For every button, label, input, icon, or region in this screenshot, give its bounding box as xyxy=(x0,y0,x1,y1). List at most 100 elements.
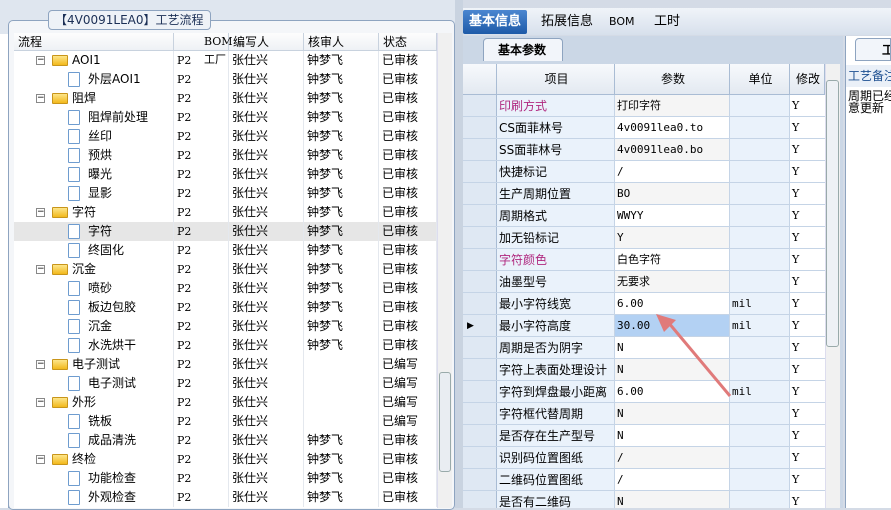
tree-row[interactable]: 阻焊前处理 P2 张仕兴 钟梦飞 已审核 xyxy=(14,108,437,127)
row-selector[interactable] xyxy=(463,403,497,424)
row-selector[interactable]: ▶ xyxy=(463,315,497,336)
tree-scroll-thumb[interactable] xyxy=(439,372,451,472)
grid-row[interactable]: 是否有二维码 N Y xyxy=(463,491,825,508)
tree-row[interactable]: 外层AOI1 P2 张仕兴 钟梦飞 已审核 xyxy=(14,70,437,89)
subtab-basic-params[interactable]: 基本参数 xyxy=(483,38,563,61)
splitter[interactable] xyxy=(455,0,463,508)
param-value[interactable]: N xyxy=(615,403,730,424)
param-value[interactable]: N xyxy=(615,425,730,446)
tab-basic-info[interactable]: 基本信息 xyxy=(463,10,528,34)
param-value[interactable]: WWYY xyxy=(615,205,730,226)
tree-row[interactable]: 板边包胶 P2 张仕兴 钟梦飞 已审核 xyxy=(14,298,437,317)
tab-extended-info[interactable]: 拓展信息 xyxy=(541,14,594,29)
tab-labor-hours[interactable]: 工时 xyxy=(654,14,681,29)
grid-row[interactable]: 二维码位置图纸 / Y xyxy=(463,469,825,491)
param-value[interactable]: Y xyxy=(615,227,730,248)
grid-row[interactable]: 生产周期位置 BO Y xyxy=(463,183,825,205)
row-selector[interactable] xyxy=(463,425,497,446)
tree-row[interactable]: 曝光 P2 张仕兴 钟梦飞 已审核 xyxy=(14,165,437,184)
col-header-writer[interactable]: 编写人 xyxy=(229,33,304,50)
row-selector[interactable] xyxy=(463,359,497,380)
row-selector[interactable] xyxy=(463,249,497,270)
grid-row[interactable]: ▶ 最小字符高度 30.00 mil Y xyxy=(463,315,825,337)
collapse-toggle-icon[interactable]: − xyxy=(36,264,45,274)
tree-row[interactable]: 功能检查 P2 张仕兴 钟梦飞 已审核 xyxy=(14,469,437,488)
tree-row[interactable]: − 终检 P2 张仕兴 钟梦飞 已审核 xyxy=(14,450,437,469)
grid-row[interactable]: 是否存在生产型号 N Y xyxy=(463,425,825,447)
grid-row[interactable]: 字符到焊盘最小距离 6.00 mil Y xyxy=(463,381,825,403)
grid-row[interactable]: 字符上表面处理设计 N Y xyxy=(463,359,825,381)
collapse-toggle-icon[interactable]: − xyxy=(36,207,45,217)
grid-row[interactable]: SS面菲林号 4v0091lea0.bo Y xyxy=(463,139,825,161)
param-value[interactable]: / xyxy=(615,161,730,182)
row-selector[interactable] xyxy=(463,271,497,292)
grid-row[interactable]: 加无铅标记 Y Y xyxy=(463,227,825,249)
tree-row[interactable]: 外观检查 P2 张仕兴 钟梦飞 已审核 xyxy=(14,488,437,507)
grid-row[interactable]: 字符框代替周期 N Y xyxy=(463,403,825,425)
row-selector[interactable] xyxy=(463,117,497,138)
collapse-toggle-icon[interactable]: − xyxy=(36,454,45,464)
param-value[interactable]: 6.00 xyxy=(615,381,730,402)
grid-row[interactable]: 周期是否为阴字 N Y xyxy=(463,337,825,359)
col-header-value[interactable]: 参数 xyxy=(615,64,730,94)
param-value[interactable]: 6.00 xyxy=(615,293,730,314)
grid-scroll-thumb[interactable] xyxy=(826,80,839,347)
tree-row[interactable]: 字符 P2 张仕兴 钟梦飞 已审核 xyxy=(14,222,437,241)
collapse-toggle-icon[interactable]: − xyxy=(36,397,45,407)
param-value[interactable]: N xyxy=(615,491,730,508)
param-value[interactable]: BO xyxy=(615,183,730,204)
col-header-modify[interactable]: 修改 xyxy=(790,64,825,94)
param-value[interactable]: 4v0091lea0.to xyxy=(615,117,730,138)
grid-row[interactable]: 最小字符线宽 6.00 mil Y xyxy=(463,293,825,315)
row-selector[interactable] xyxy=(463,161,497,182)
tree-row[interactable]: 电子测试 P2 张仕兴 已编写 xyxy=(14,374,437,393)
row-selector[interactable] xyxy=(463,447,497,468)
param-value[interactable]: N xyxy=(615,359,730,380)
tree-row[interactable]: 预烘 P2 张仕兴 钟梦飞 已审核 xyxy=(14,146,437,165)
param-value[interactable]: / xyxy=(615,447,730,468)
row-selector[interactable] xyxy=(463,139,497,160)
grid-row[interactable]: 字符颜色 白色字符 Y xyxy=(463,249,825,271)
notes-tab[interactable]: 工 xyxy=(855,38,891,61)
row-selector[interactable] xyxy=(463,491,497,508)
tree-row[interactable]: − 阻焊 P2 张仕兴 钟梦飞 已审核 xyxy=(14,89,437,108)
param-value[interactable]: 无要求 xyxy=(615,271,730,292)
params-grid[interactable]: 项目 参数 单位 修改 印刷方式 打印字符 Y CS面菲林号 4v0091lea… xyxy=(463,64,825,508)
grid-row[interactable]: 油墨型号 无要求 Y xyxy=(463,271,825,293)
grid-row[interactable]: 周期格式 WWYY Y xyxy=(463,205,825,227)
row-selector[interactable] xyxy=(463,337,497,358)
col-header-process[interactable]: 流程 xyxy=(14,33,174,50)
tree-row[interactable]: − 字符 P2 张仕兴 钟梦飞 已审核 xyxy=(14,203,437,222)
param-value[interactable]: 30.00 xyxy=(615,315,730,336)
row-selector[interactable] xyxy=(463,381,497,402)
process-tree-grid[interactable]: 流程 BOM工厂 编写人 核审人 状态 − AOI1 P2 张仕兴 钟梦飞 已审核… xyxy=(14,33,437,508)
grid-row[interactable]: 印刷方式 打印字符 Y xyxy=(463,95,825,117)
col-header-status[interactable]: 状态 xyxy=(379,33,437,50)
tree-row[interactable]: 铣板 P2 张仕兴 已编写 xyxy=(14,412,437,431)
row-header-corner[interactable] xyxy=(463,64,497,94)
col-header-bom-factory[interactable]: BOM工厂 xyxy=(174,33,233,66)
col-header-reviewer[interactable]: 核审人 xyxy=(304,33,379,50)
param-value[interactable]: 4v0091lea0.bo xyxy=(615,139,730,160)
tree-row[interactable]: − 外形 P2 张仕兴 已编写 xyxy=(14,393,437,412)
tree-row[interactable]: − 电子测试 P2 张仕兴 已编写 xyxy=(14,355,437,374)
tree-row[interactable]: 喷砂 P2 张仕兴 钟梦飞 已审核 xyxy=(14,279,437,298)
col-header-unit[interactable]: 单位 xyxy=(730,64,790,94)
param-value[interactable]: N xyxy=(615,337,730,358)
tab-bom[interactable]: BOM xyxy=(609,15,635,28)
param-value[interactable]: 打印字符 xyxy=(615,95,730,116)
tree-row[interactable]: − 沉金 P2 张仕兴 钟梦飞 已审核 xyxy=(14,260,437,279)
row-selector[interactable] xyxy=(463,205,497,226)
tree-row[interactable]: 终固化 P2 张仕兴 钟梦飞 已审核 xyxy=(14,241,437,260)
tree-row[interactable]: 沉金 P2 张仕兴 钟梦飞 已审核 xyxy=(14,317,437,336)
tree-row[interactable]: 显影 P2 张仕兴 钟梦飞 已审核 xyxy=(14,184,437,203)
row-selector[interactable] xyxy=(463,293,497,314)
tree-row[interactable]: 水洗烘干 P2 张仕兴 钟梦飞 已审核 xyxy=(14,336,437,355)
notes-text[interactable]: 周期已经 意更新 xyxy=(848,90,891,114)
col-header-item[interactable]: 项目 xyxy=(497,64,615,94)
row-selector[interactable] xyxy=(463,183,497,204)
tree-row[interactable]: 成品清洗 P2 张仕兴 钟梦飞 已审核 xyxy=(14,431,437,450)
collapse-toggle-icon[interactable]: − xyxy=(36,359,45,369)
row-selector[interactable] xyxy=(463,469,497,490)
grid-row[interactable]: CS面菲林号 4v0091lea0.to Y xyxy=(463,117,825,139)
